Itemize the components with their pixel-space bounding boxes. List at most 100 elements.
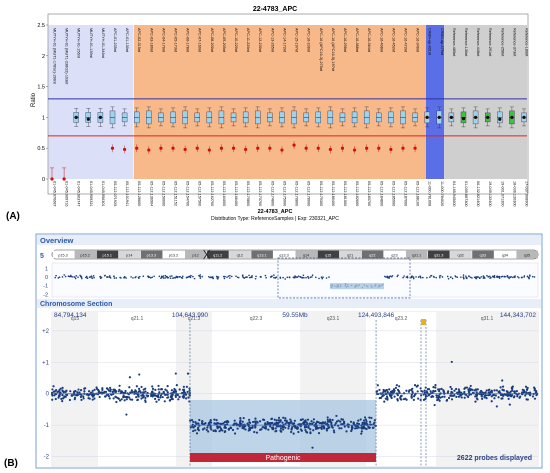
section-probe: [361, 421, 364, 425]
overview-zoom-window[interactable]: [277, 257, 411, 299]
section-probe: [186, 372, 190, 375]
probe-label: APC-12-230nt: [258, 28, 262, 53]
overview-probe: [236, 276, 239, 279]
section-header: [37, 299, 541, 308]
probe-label: Reference-448nt: [476, 28, 480, 57]
x-tick-label: 05-112.154700: [186, 181, 190, 206]
section-probe: [297, 430, 300, 434]
section-probe: [79, 395, 83, 399]
section-band-label: q21.3: [188, 316, 201, 322]
section-probe: [315, 420, 319, 423]
overview-probe: [64, 275, 67, 278]
section-probe: [185, 385, 188, 388]
section-probe: [501, 379, 504, 382]
overview-probe: [282, 276, 284, 279]
section-probe: [474, 400, 477, 403]
section-probe: [385, 388, 389, 392]
section-probe: [97, 391, 100, 394]
section-probe: [305, 421, 308, 424]
overview-probe: [311, 276, 313, 278]
overview-probe: [462, 274, 465, 276]
ideogram-band-label: p15.3: [58, 253, 68, 257]
section-probe: [497, 396, 500, 399]
overview-probe: [321, 277, 324, 280]
section-probe: [69, 390, 72, 393]
section-title: Chromosome Section: [40, 301, 112, 308]
section-probe: [299, 428, 302, 431]
pathogenic-bar[interactable]: [189, 453, 377, 462]
section-probe: [488, 393, 491, 397]
overview-probe: [169, 277, 172, 280]
x-tick-label: 01-039.887300: [464, 181, 468, 207]
section-probe: [87, 390, 91, 393]
section-probe: [277, 416, 281, 419]
section-probe: [104, 395, 107, 398]
section-probe: [368, 426, 371, 429]
section-probe: [498, 390, 501, 393]
x-tick-label: 05-112.151152: [174, 181, 178, 206]
section-probe: [326, 418, 329, 421]
section-probe: [72, 393, 76, 396]
section-probe: [355, 427, 359, 430]
section-band-column: [436, 312, 538, 466]
section-probe: [386, 397, 389, 400]
section-segments: [52, 320, 538, 466]
section-probe: [354, 427, 357, 430]
sample-point: [461, 117, 466, 121]
section-probe: [432, 389, 435, 393]
section-probe: [97, 388, 100, 392]
section-probe: [314, 426, 318, 429]
section-probe: [504, 393, 508, 396]
overview-probe: [198, 274, 200, 277]
section-probe: [140, 385, 143, 389]
section-probe: [171, 397, 174, 401]
ideogram-band: [118, 250, 141, 259]
section-probe: [412, 398, 415, 401]
overview-probe: [385, 276, 387, 278]
probe-label: APC-01-235nt: [113, 28, 117, 53]
probe-label: MUTYH-01-346nt: [101, 28, 105, 59]
reference-region: [444, 25, 527, 179]
section-probe: [131, 398, 134, 401]
probe-label: APC-16-236nt: [307, 28, 311, 53]
coordinate-labels: 84,794,134 104,643,990 59.55Mb 124,493,846 1…: [54, 312, 536, 319]
x-tick-label: 05-112.183700: [367, 181, 371, 206]
probe-label: APC-16-452nt: [391, 28, 395, 53]
section-probe: [425, 395, 428, 398]
section-probe: [175, 384, 178, 387]
section-probe: [142, 391, 145, 394]
section-probe: [80, 398, 83, 402]
overview-probe: [188, 275, 191, 278]
section-probe: [61, 386, 64, 389]
section-probe: [343, 425, 346, 428]
section-probe: [493, 394, 496, 397]
section-probe: [318, 426, 322, 429]
section-probe: [274, 427, 277, 430]
section-probe: [188, 389, 191, 392]
section-probe: [254, 417, 257, 420]
x-tick-label: 05-112.175900: [282, 181, 286, 206]
section-probe: [104, 390, 108, 394]
section-probe: [158, 391, 161, 394]
section-probe: [128, 396, 131, 399]
coordinate-label: 84,794,134: [54, 312, 87, 319]
section-probe: [340, 427, 343, 430]
overview-probe: [503, 275, 506, 278]
section-probe: [308, 422, 311, 425]
section-probe: [309, 431, 312, 434]
section-probe: [218, 430, 221, 433]
section-probe: [51, 398, 54, 401]
section-probe: [192, 420, 195, 424]
overview-probe: [151, 276, 154, 278]
section-probe: [128, 376, 131, 379]
section-probe: [193, 425, 197, 428]
section-probe: [325, 427, 328, 431]
overview-probe: [386, 275, 389, 278]
section-probe: [373, 419, 376, 422]
section-probe: [284, 417, 287, 420]
ideogram-band: [494, 250, 516, 259]
overview-probe: [89, 276, 92, 278]
section-probe: [119, 399, 122, 402]
section-probe: [410, 396, 413, 399]
highlight-marker[interactable]: [421, 319, 426, 325]
